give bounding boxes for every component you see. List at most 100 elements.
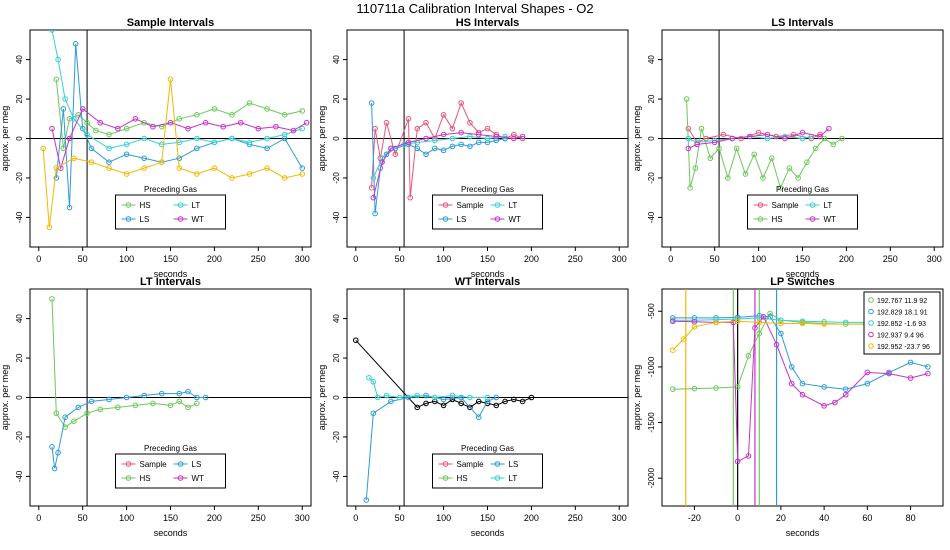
data-point: [432, 145, 438, 152]
chart-panel-4: LT Intervals seconds approx. per meg 0 50 100…: [0, 276, 312, 538]
data-point: [778, 320, 784, 327]
legend-label: HS: [772, 215, 783, 224]
data-point: [484, 135, 491, 142]
y-tick-label: -20: [15, 431, 24, 443]
legend-marker: [442, 216, 449, 222]
data-point: [55, 56, 61, 63]
y-tick-label: -40: [332, 211, 341, 223]
data-point: [839, 135, 845, 142]
series-line: [55, 43, 303, 208]
legend-title: Preceding Gas: [461, 444, 514, 453]
legend-marker: [494, 475, 501, 481]
y-tick-label: -20: [647, 172, 656, 184]
legend-marker: [494, 461, 501, 467]
data-point: [379, 159, 385, 165]
series-line: [368, 377, 488, 399]
data-point: [372, 210, 378, 217]
data-point: [51, 465, 58, 472]
legend-marker: [442, 475, 449, 481]
data-point: [229, 135, 235, 142]
data-point: [72, 41, 79, 47]
data-point: [756, 330, 763, 337]
data-point: [246, 139, 253, 146]
data-point: [123, 171, 130, 177]
data-point: [670, 386, 676, 392]
x-tick-label: 200: [207, 513, 222, 523]
x-axis-label: seconds: [786, 528, 820, 538]
data-point: [423, 392, 429, 399]
y-tick-label: -20: [15, 172, 24, 184]
data-point: [84, 119, 90, 126]
series-line: [372, 132, 523, 198]
data-point: [303, 119, 310, 126]
data-point: [799, 380, 806, 387]
chart-title: WT Intervals: [455, 276, 520, 288]
legend-label: 192.767 11.9 92: [877, 298, 927, 305]
data-point: [432, 137, 438, 144]
data-point: [760, 314, 767, 320]
y-tick-label: 40: [647, 55, 656, 64]
data-point: [467, 404, 473, 411]
data-point: [734, 314, 741, 321]
data-point: [799, 320, 806, 327]
data-point: [53, 175, 60, 181]
data-point: [764, 135, 771, 142]
data-point: [519, 398, 526, 405]
data-point: [75, 404, 82, 411]
data-point: [703, 135, 709, 142]
data-point: [691, 324, 698, 330]
data-point: [66, 204, 73, 211]
data-point: [449, 396, 456, 403]
data-point: [764, 131, 771, 138]
data-point: [458, 100, 464, 106]
chart-title: LP Switches: [770, 276, 835, 288]
data-point: [519, 135, 526, 142]
data-point: [158, 390, 165, 397]
data-point: [777, 185, 784, 191]
legend-label: 192.852 -1.6 93: [877, 321, 926, 328]
x-tick-label: 0: [353, 513, 358, 523]
data-point: [46, 224, 53, 231]
data-point: [363, 497, 370, 503]
data-point: [423, 135, 429, 142]
x-axis-label: seconds: [471, 269, 505, 279]
data-point: [388, 398, 394, 405]
data-point: [475, 139, 482, 146]
legend-label: LT: [509, 474, 518, 483]
legend-label: Sample: [457, 460, 485, 469]
data-point: [799, 135, 806, 142]
y-tick-label: -40: [647, 211, 656, 223]
legend-marker: [868, 297, 874, 303]
y-tick-label: -40: [15, 211, 24, 223]
series-line: [688, 135, 812, 143]
data-point: [449, 143, 456, 150]
legend-title: Preceding Gas: [144, 444, 197, 453]
data-point: [713, 319, 719, 326]
series-line: [672, 315, 929, 390]
data-point: [106, 159, 112, 165]
data-point: [511, 131, 517, 138]
x-tick-label: 60: [862, 513, 872, 523]
legend-label: 192.829 18.1 91: [877, 310, 928, 317]
legend-marker: [177, 202, 184, 208]
legend-marker: [868, 308, 874, 315]
data-point: [49, 30, 55, 33]
data-point: [423, 119, 429, 126]
legend-label: 192.937 9.4 96: [877, 333, 924, 340]
data-point: [194, 112, 200, 118]
data-point: [767, 310, 773, 317]
series-line: [51, 298, 198, 428]
series-line: [51, 30, 303, 149]
data-point: [423, 151, 429, 158]
y-tick-label: 0: [332, 136, 341, 141]
data-point: [692, 165, 699, 171]
data-point: [194, 135, 200, 142]
data-point: [106, 145, 112, 152]
data-point: [685, 135, 692, 142]
x-tick-label: 200: [207, 254, 222, 264]
data-point: [176, 115, 183, 122]
data-point: [150, 400, 156, 407]
data-point: [925, 370, 931, 377]
data-point: [821, 135, 828, 142]
data-point: [55, 449, 61, 456]
